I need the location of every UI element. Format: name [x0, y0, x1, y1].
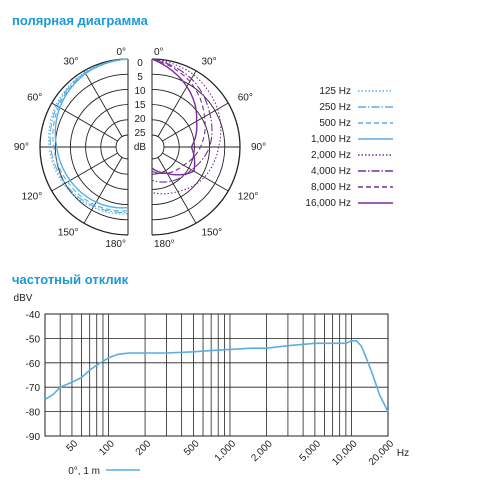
polar-labels: 0 5 10 15 20 25 dB 0° 0° 30° 30° 60° 60° 90° 90° 120° 12… — [14, 47, 266, 250]
legend-label: 2,000 Hz — [311, 150, 351, 161]
db-scale-label: 5 — [137, 72, 143, 83]
angle-label-left: 180° — [105, 239, 126, 250]
db-scale-label: 15 — [134, 100, 146, 111]
polar-curve-4000hz — [151, 58, 213, 183]
polar-spoke — [83, 157, 123, 224]
polar-curves — [48, 58, 222, 215]
polar-legend: 125 Hz 250 Hz 500 Hz 1,000 Hz 2,000 Hz 4,000 … — [305, 86, 393, 209]
db-scale-label: dB — [134, 142, 147, 153]
polar-curve-500hz — [52, 58, 129, 212]
polar-spoke — [162, 152, 229, 192]
angle-label-left: 150° — [58, 228, 79, 239]
y-tick-label: -60 — [26, 359, 41, 370]
y-tick-label: -90 — [26, 432, 41, 443]
frequency-legend: 0°, 1 m — [68, 466, 140, 477]
angle-label-right: 30° — [202, 56, 217, 67]
db-scale-label: 20 — [134, 114, 146, 125]
angle-label-right: 120° — [238, 192, 259, 203]
polar-ring — [115, 134, 129, 160]
legend-label: 8,000 Hz — [311, 182, 351, 193]
polar-curve-1000hz — [54, 58, 129, 209]
polar-ring — [151, 134, 165, 160]
x-axis-unit: Hz — [397, 448, 409, 459]
frequency-response-title: частотный отклик — [12, 272, 129, 287]
polar-spoke — [51, 152, 118, 192]
legend-label: 16,000 Hz — [305, 198, 351, 209]
legend-label: 0°, 1 m — [68, 466, 100, 477]
x-tick-label: 20,000 — [367, 438, 397, 468]
polar-curve-125hz — [48, 58, 129, 215]
y-tick-label: -50 — [26, 334, 41, 345]
polar-curve-2000hz — [151, 58, 222, 195]
db-scale-label: 25 — [134, 128, 146, 139]
response-line — [44, 340, 389, 412]
legend-label: 125 Hz — [319, 86, 351, 97]
legend-label: 250 Hz — [319, 102, 351, 113]
angle-label-right: 150° — [202, 228, 223, 239]
db-scale-label: 0 — [137, 58, 143, 69]
angle-label-left: 90° — [14, 142, 29, 153]
db-scale-label: 10 — [134, 86, 146, 97]
angle-label-right: 60° — [238, 93, 253, 104]
polar-curve-16000hz — [151, 58, 198, 176]
x-tick-label: 50 — [65, 438, 81, 454]
x-tick-label: 10,000 — [330, 438, 360, 468]
x-tick-label: 200 — [134, 438, 154, 458]
polar-diagram-title: полярная диаграмма — [12, 13, 148, 28]
polar-half-right — [151, 58, 241, 236]
polar-spoke — [83, 70, 123, 137]
frequency-grid — [44, 313, 389, 437]
y-tick-label: -80 — [26, 408, 41, 419]
angle-label-left: 0° — [116, 47, 126, 58]
x-tick-label: 5,000 — [298, 438, 324, 464]
angle-label-right: 180° — [154, 239, 175, 250]
polar-spoke — [51, 102, 118, 142]
y-tick-label: -40 — [26, 310, 41, 321]
frequency-curve — [44, 340, 389, 412]
angle-label-right: 0° — [154, 47, 164, 58]
legend-label: 1,000 Hz — [311, 134, 351, 145]
angle-label-left: 30° — [63, 56, 78, 67]
angle-label-left: 60° — [27, 93, 42, 104]
y-tick-label: -70 — [26, 383, 41, 394]
polar-curve-250hz — [49, 58, 129, 214]
polar-diagram: 0 5 10 15 20 25 dB 0° 0° 30° 30° 60° 60° 90° 90° 120° 12… — [14, 47, 393, 250]
polar-grid — [39, 58, 241, 236]
x-tick-label: 100 — [97, 438, 117, 458]
legend-label: 4,000 Hz — [311, 166, 351, 177]
frequency-response-chart: -40 -50 -60 -70 -80 -90 50 100 200 500 1,000 2,000 5… — [14, 293, 410, 477]
x-tick-label: 2,000 — [249, 438, 275, 464]
legend-label: 500 Hz — [319, 118, 351, 129]
angle-label-right: 90° — [251, 142, 266, 153]
y-axis-label: dBV — [14, 293, 33, 304]
polar-half-left — [39, 58, 129, 236]
x-tick-label: 1,000 — [213, 438, 239, 464]
x-tick-label: 500 — [182, 438, 202, 458]
angle-label-left: 120° — [22, 192, 43, 203]
polar-spoke — [157, 157, 197, 224]
polar-curve-8000hz — [151, 58, 206, 175]
